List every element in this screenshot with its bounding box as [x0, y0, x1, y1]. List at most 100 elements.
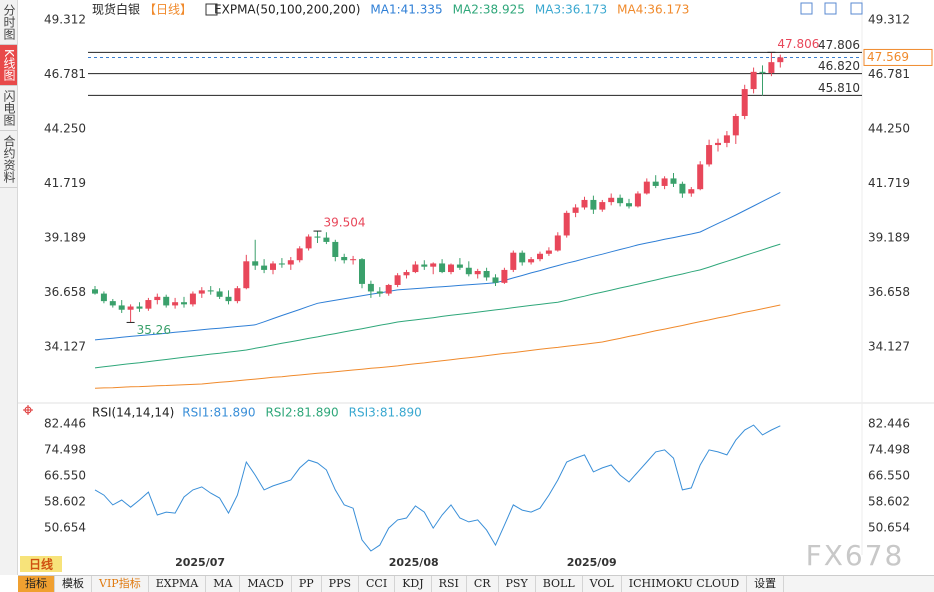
candle-body — [207, 290, 214, 292]
candle-body — [643, 181, 650, 194]
candle-body — [216, 291, 223, 297]
annotation-label: 35.26 — [137, 323, 171, 337]
candle-body — [777, 57, 784, 63]
candle-body — [626, 203, 632, 207]
candle-body — [723, 135, 730, 143]
y-tick-label-right: 36.658 — [868, 285, 910, 299]
toolbar-tab[interactable]: MACD — [240, 576, 292, 592]
x-tick-label: 2025/09 — [567, 556, 617, 569]
toolbar-tab[interactable]: VIP指标 — [92, 576, 149, 592]
candle-body — [287, 260, 294, 265]
candle-body — [367, 283, 374, 292]
toolbar-tab[interactable]: PPS — [322, 576, 360, 592]
candle-body — [314, 236, 321, 238]
y-tick-label: 82.446 — [44, 416, 86, 430]
candle-body — [92, 289, 98, 294]
toolbar-tab[interactable]: EXPMA — [149, 576, 207, 592]
y-tick-label-right: 58.602 — [868, 494, 910, 508]
toolbar-tab[interactable]: CR — [467, 576, 499, 592]
y-tick-label: 66.550 — [44, 468, 86, 482]
header-text: MA2:38.925 — [453, 3, 525, 17]
rsi-line — [94, 424, 781, 552]
y-tick-label-right: 41.719 — [868, 176, 910, 190]
candle-body — [528, 259, 535, 263]
toolbar-tab[interactable]: 模板 — [55, 576, 92, 592]
x-tick-label: 2025/07 — [175, 556, 225, 569]
toolbar-tab[interactable]: CCI — [359, 576, 396, 592]
candle-body — [243, 261, 250, 289]
chart: 日线 FX678 49.312 49.312 46.781 46.781 44.250 4… — [18, 0, 934, 572]
candle-body — [189, 293, 196, 305]
candle-body — [563, 212, 570, 236]
toolbar-tab[interactable]: RSI — [432, 576, 467, 592]
side-tab[interactable]: 闪电图 — [0, 86, 17, 131]
candle-body — [430, 263, 437, 267]
header-text: RSI2:81.890 — [265, 406, 338, 420]
header-text: MA4:36.173 — [617, 3, 689, 17]
side-tab[interactable]: K线图 — [0, 45, 17, 86]
period-label: 日线 — [29, 557, 53, 572]
price-level-label: 47.806 — [818, 38, 860, 52]
y-tick-label: 46.781 — [44, 67, 86, 81]
toolbar-tab[interactable]: BOLL — [536, 576, 583, 592]
candle-body — [118, 305, 125, 310]
candle-body — [350, 259, 357, 261]
candle-body — [519, 252, 526, 263]
toolbar-tab[interactable]: ICHIMOKU CLOUD — [622, 576, 748, 592]
candle-body — [252, 261, 259, 266]
header-text: RSI1:81.890 — [182, 406, 255, 420]
candle-body — [688, 189, 695, 194]
y-tick-label-right: 66.550 — [868, 468, 910, 482]
candle-body — [715, 142, 721, 146]
toolbar-tab[interactable]: PP — [292, 576, 322, 592]
candle-body — [225, 296, 232, 302]
candle-body — [501, 269, 508, 283]
header-text: 现货白银 — [92, 2, 140, 17]
candle-body — [608, 197, 615, 203]
expma-line — [94, 191, 781, 341]
candle-body — [163, 296, 170, 306]
candle-body — [448, 264, 454, 273]
candle-body — [109, 301, 116, 306]
toolbar-tab[interactable]: VOL — [583, 576, 622, 592]
side-tab[interactable]: 合约资料 — [0, 131, 17, 188]
price-level-label: 46.820 — [818, 59, 860, 73]
toolbar-tab[interactable]: MA — [206, 576, 241, 592]
toolbar: 指标 模板 VIP指标 EXPMA MA MACD PP PPS CCI KDJ RSI CR PSY B… — [18, 575, 934, 592]
candle-body — [332, 241, 339, 257]
annotation-label: 39.504 — [324, 216, 366, 230]
candle-body — [270, 263, 276, 270]
candle-body — [465, 267, 472, 275]
y-tick-label-right: 39.189 — [868, 230, 910, 244]
y-tick-label-right: 44.250 — [868, 121, 910, 135]
toolbar-tab[interactable]: KDJ — [395, 576, 432, 592]
candle-body — [554, 235, 561, 251]
header-text: RSI(14,14,14) — [92, 406, 174, 420]
candle-body — [261, 265, 268, 270]
x-tick-label: 2025/08 — [389, 556, 439, 569]
candle-body — [652, 181, 659, 186]
y-tick-label: 58.602 — [44, 494, 86, 508]
y-tick-label: 74.498 — [44, 442, 86, 456]
y-tick-label: 39.189 — [44, 230, 86, 244]
header-text: EXPMA(50,100,200,200) — [214, 3, 360, 17]
candle-body — [590, 199, 597, 210]
expma-line — [94, 304, 781, 389]
candle-body — [599, 202, 606, 210]
candle-body — [100, 293, 107, 302]
candle-body — [545, 250, 552, 254]
candle-body — [154, 296, 161, 301]
toolbar-tab[interactable]: PSY — [499, 576, 536, 592]
candle-body — [456, 264, 463, 268]
expma-line — [94, 243, 781, 369]
toolbar-tab[interactable]: 设置 — [747, 576, 785, 592]
candle-body — [741, 89, 748, 116]
candle-body — [385, 284, 392, 294]
candle-body — [661, 178, 668, 186]
candle-body — [421, 264, 428, 267]
candle-body — [412, 264, 419, 273]
annotation-label: 47.806 — [777, 37, 819, 51]
toolbar-tab[interactable]: 指标 — [18, 576, 55, 592]
side-tab[interactable]: 分时图 — [0, 0, 17, 45]
